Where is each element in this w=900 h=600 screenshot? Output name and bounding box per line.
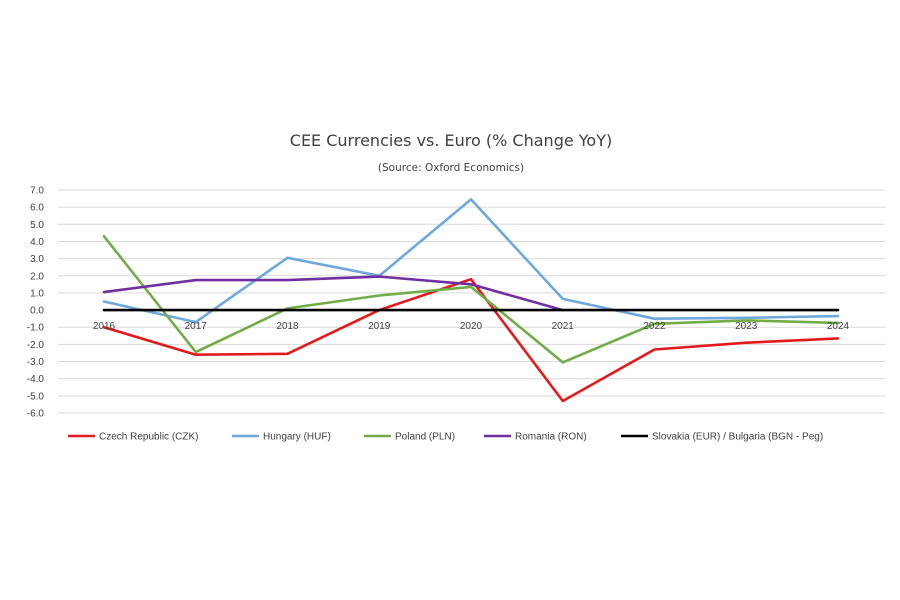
y-tick-label: 5.0 — [30, 220, 44, 231]
y-tick-label: -2.0 — [27, 340, 45, 351]
x-tick-label: 2018 — [276, 321, 299, 332]
y-tick-label: 3.0 — [30, 254, 44, 265]
x-tick-label: 2022 — [643, 321, 666, 332]
gridlines — [58, 189, 885, 414]
series-line-2 — [102, 235, 840, 364]
legend-label: Poland (PLN) — [395, 432, 455, 443]
x-axis-ticks: 2016 2017 2018 2019 2020 2021 2022 2023 2024 — [93, 321, 850, 332]
y-tick-label: -6.0 — [27, 409, 45, 420]
y-tick-label: 7.0 — [30, 186, 44, 197]
y-tick-label: -5.0 — [27, 391, 45, 402]
legend-item: Poland (PLN) — [364, 432, 455, 443]
y-tick-label: 6.0 — [30, 203, 44, 214]
y-tick-label: -4.0 — [27, 374, 45, 385]
y-tick-label: 2.0 — [30, 271, 44, 282]
legend-label: Czech Republic (CZK) — [99, 432, 198, 443]
chart-subtitle: (Source: Oxford Economics) — [378, 162, 524, 174]
y-tick-label: -3.0 — [27, 357, 45, 368]
y-axis-ticks: 7.0 6.0 5.0 4.0 3.0 2.0 1.0 0.0 -1.0 -2.0 -3.0 -4.0… — [27, 186, 45, 420]
y-tick-label: 4.0 — [30, 237, 44, 248]
x-tick-label: 2024 — [827, 321, 850, 332]
legend-label: Slovakia (EUR) / Bulgaria (BGN - Peg) — [652, 432, 823, 443]
x-tick-label: 2016 — [93, 321, 116, 332]
legend: Czech Republic (CZK) Hungary (HUF) Poland … — [68, 432, 823, 443]
legend-item: Slovakia (EUR) / Bulgaria (BGN - Peg) — [621, 432, 823, 443]
series-line-3 — [102, 275, 565, 312]
series-lines — [102, 198, 840, 403]
y-tick-label: 1.0 — [30, 288, 44, 299]
x-tick-label: 2020 — [460, 321, 483, 332]
y-tick-label: -1.0 — [27, 323, 45, 334]
y-tick-label: 0.0 — [30, 306, 44, 317]
x-tick-label: 2023 — [735, 321, 758, 332]
x-tick-label: 2021 — [552, 321, 575, 332]
x-tick-label: 2019 — [368, 321, 391, 332]
series-line-0 — [102, 277, 840, 403]
legend-label: Hungary (HUF) — [263, 432, 331, 443]
series-line-1 — [102, 198, 840, 324]
legend-item: Romania (RON) — [484, 432, 587, 443]
chart-title: CEE Currencies vs. Euro (% Change YoY) — [290, 131, 612, 150]
legend-label: Romania (RON) — [515, 432, 587, 443]
legend-item: Hungary (HUF) — [232, 432, 331, 443]
legend-item: Czech Republic (CZK) — [68, 432, 198, 443]
x-tick-label: 2017 — [185, 321, 208, 332]
